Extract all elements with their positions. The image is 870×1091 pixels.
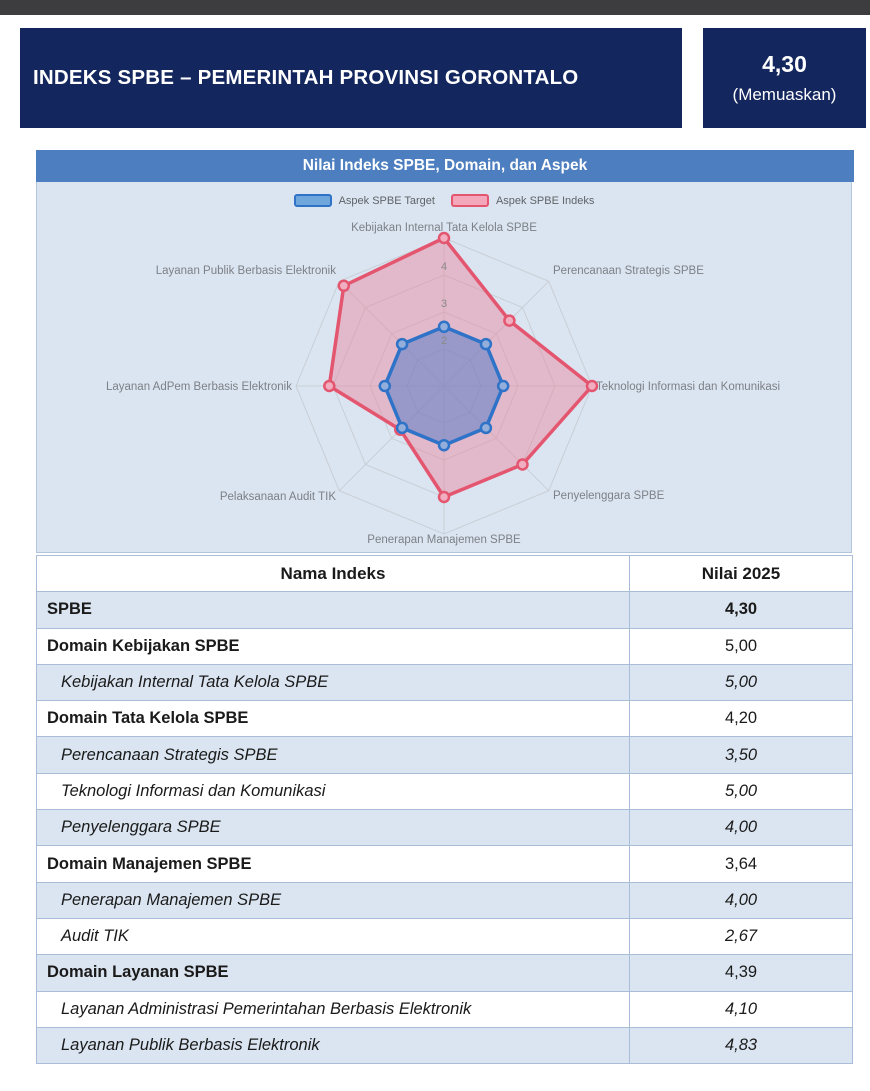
radar-point-target bbox=[479, 337, 493, 351]
page-title: INDEKS SPBE – PEMERINTAH PROVINSI GORONT… bbox=[33, 66, 579, 89]
row-value: 4,30 bbox=[629, 591, 853, 629]
chart-title: Nilai Indeks SPBE, Domain, dan Aspek bbox=[36, 150, 854, 182]
row-name: Layanan Administrasi Pemerintahan Berbas… bbox=[36, 990, 630, 1028]
table-row: Kebijakan Internal Tata Kelola SPBE 5,00 bbox=[36, 663, 853, 702]
chart-panel: Nilai Indeks SPBE, Domain, dan Aspek 2 3 4… bbox=[36, 150, 854, 553]
row-name: Penyelenggara SPBE bbox=[36, 809, 630, 847]
row-value: 5,00 bbox=[629, 663, 853, 702]
table-row: Layanan Publik Berbasis Elektronik 4,83 bbox=[36, 1026, 853, 1065]
radar-chart: 2 3 4 Kebijakan Internal Tata Kelola SPBE Pe… bbox=[37, 182, 851, 553]
legend-swatch-indeks-icon bbox=[450, 194, 489, 207]
radar-point-target bbox=[479, 421, 493, 435]
radar-point-indeks bbox=[337, 279, 351, 293]
radar-point-target bbox=[437, 438, 451, 452]
row-value: 3,50 bbox=[629, 736, 853, 774]
row-value: 4,00 bbox=[629, 881, 853, 919]
top-bar bbox=[0, 0, 870, 15]
chart-legend: Aspek SPBE Target Aspek SPBE Indeks bbox=[37, 182, 851, 207]
legend-item-target[interactable]: Aspek SPBE Target bbox=[293, 194, 435, 207]
radar-axis-label: Layanan Publik Berbasis Elektronik bbox=[156, 265, 337, 277]
radar-point-target bbox=[378, 379, 392, 393]
row-value: 2,67 bbox=[629, 917, 853, 956]
row-name: SPBE bbox=[36, 591, 630, 629]
table-row: Perencanaan Strategis SPBE 3,50 bbox=[36, 736, 853, 774]
row-value: 4,10 bbox=[629, 990, 853, 1028]
row-name: Teknologi Informasi dan Komunikasi bbox=[36, 772, 630, 811]
row-name: Domain Layanan SPBE bbox=[36, 954, 630, 992]
radar-point-indeks bbox=[437, 490, 451, 504]
table-row: Teknologi Informasi dan Komunikasi 5,00 bbox=[36, 772, 853, 811]
radar-svg: 2 3 4 Kebijakan Internal Tata Kelola SPBE Pe… bbox=[106, 222, 780, 546]
row-value: 3,64 bbox=[629, 845, 853, 883]
row-name: Domain Kebijakan SPBE bbox=[36, 627, 630, 665]
table-row: Domain Manajemen SPBE 3,64 bbox=[36, 845, 853, 883]
legend-label-target: Aspek SPBE Target bbox=[338, 194, 435, 207]
table-row: Audit TIK 2,67 bbox=[36, 917, 853, 956]
legend-label-indeks: Aspek SPBE Indeks bbox=[495, 194, 595, 207]
table-row: Penyelenggara SPBE 4,00 bbox=[36, 809, 853, 847]
radar-tick-label: 2 bbox=[441, 335, 447, 347]
row-name: Domain Manajemen SPBE bbox=[36, 845, 630, 883]
table-row: Layanan Administrasi Pemerintahan Berbas… bbox=[36, 990, 853, 1028]
row-value: 4,00 bbox=[629, 809, 853, 847]
row-value: 4,83 bbox=[629, 1026, 853, 1065]
radar-point-target bbox=[395, 337, 409, 351]
table-row: Penerapan Manajemen SPBE 4,00 bbox=[36, 881, 853, 919]
row-name: Layanan Publik Berbasis Elektronik bbox=[36, 1026, 630, 1065]
row-name: Audit TIK bbox=[36, 917, 630, 956]
row-value: 4,39 bbox=[629, 954, 853, 992]
row-name: Kebijakan Internal Tata Kelola SPBE bbox=[36, 663, 630, 702]
row-value: 5,00 bbox=[629, 627, 853, 665]
row-value: 5,00 bbox=[629, 772, 853, 811]
table-row: Domain Tata Kelola SPBE 4,20 bbox=[36, 700, 853, 738]
radar-axis-label: Kebijakan Internal Tata Kelola SPBE bbox=[351, 222, 537, 234]
radar-axis-label: Layanan AdPem Berbasis Elektronik bbox=[106, 381, 292, 393]
radar-point-target bbox=[437, 320, 451, 334]
radar-point-indeks bbox=[516, 458, 529, 471]
radar-point-indeks bbox=[437, 231, 451, 245]
radar-axis-label: Pelaksanaan Audit TIK bbox=[220, 491, 336, 503]
radar-point-indeks bbox=[503, 314, 516, 327]
page-title-box: INDEKS SPBE – PEMERINTAH PROVINSI GORONT… bbox=[20, 28, 682, 128]
table-header-row: Nama Indeks Nilai 2025 bbox=[36, 554, 853, 593]
table-row: Domain Layanan SPBE 4,39 bbox=[36, 954, 853, 992]
score-predicate: (Memuaskan) bbox=[732, 85, 837, 104]
score-value: 4,30 bbox=[762, 51, 807, 77]
column-header-nama-indeks: Nama Indeks bbox=[36, 554, 630, 593]
legend-swatch-target-icon bbox=[293, 194, 332, 207]
legend-item-indeks[interactable]: Aspek SPBE Indeks bbox=[450, 194, 595, 207]
radar-axis-label: Penyelenggara SPBE bbox=[553, 490, 665, 502]
radar-point-target bbox=[395, 421, 409, 435]
radar-axis-label: Penerapan Manajemen SPBE bbox=[367, 534, 521, 546]
radar-tick-label: 3 bbox=[441, 298, 447, 310]
radar-axis-label: Perencanaan Strategis SPBE bbox=[553, 265, 704, 277]
radar-point-indeks bbox=[585, 379, 599, 393]
radar-point-target bbox=[496, 379, 510, 393]
radar-point-indeks bbox=[323, 379, 336, 393]
index-table: Nama Indeks Nilai 2025 SPBE 4,30 Domain Ke… bbox=[36, 554, 853, 1065]
row-name: Domain Tata Kelola SPBE bbox=[36, 700, 630, 738]
column-header-nilai-2025: Nilai 2025 bbox=[629, 554, 853, 593]
score-box: 4,30 (Memuaskan) bbox=[703, 28, 866, 128]
radar-axis-label: Teknologi Informasi dan Komunikasi bbox=[596, 381, 780, 393]
table-row: Domain Kebijakan SPBE 5,00 bbox=[36, 627, 853, 665]
table-row: SPBE 4,30 bbox=[36, 591, 853, 629]
radar-tick-label: 4 bbox=[441, 261, 447, 273]
row-name: Penerapan Manajemen SPBE bbox=[36, 881, 630, 919]
row-name: Perencanaan Strategis SPBE bbox=[36, 736, 630, 774]
row-value: 4,20 bbox=[629, 700, 853, 738]
